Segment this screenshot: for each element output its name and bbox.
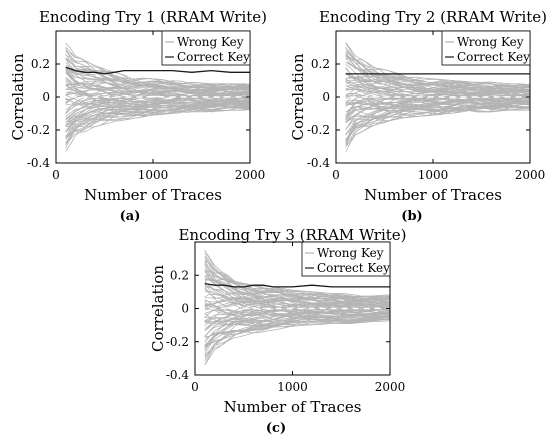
x-tick-label: 1000 [418,168,449,182]
wrong-key-trace [204,311,390,332]
wrong-key-trace [345,68,530,92]
wrong-key-traces [65,43,250,152]
chart-panel-1: Encoding Try 1 (RRAM Write) 0 1000 2000 -0.4… [9,8,267,224]
legend-entry: Wrong Key [177,35,244,49]
wrong-key-trace [65,93,250,104]
legend-entry: Correct Key [457,50,530,64]
wrong-key-trace [345,98,530,117]
wrong-key-trace [65,103,250,127]
y-tick-label: 0 [322,90,330,104]
y-tick-label: -0.4 [307,156,331,170]
y-tick-label: 0.2 [31,57,50,71]
wrong-key-traces [204,250,390,366]
legend-entry: Wrong Key [457,35,524,49]
y-axis-label: Correlation [9,53,27,140]
wrong-key-trace [204,275,390,302]
wrong-key-trace [65,99,250,123]
wrong-key-trace [204,300,390,314]
wrong-key-trace [65,47,250,90]
wrong-key-trace [345,53,530,91]
wrong-key-trace [204,250,390,298]
x-axis-label: Number of Traces [84,186,222,204]
correct-key-line [65,66,250,75]
wrong-key-trace [65,69,250,93]
x-axis-label: Number of Traces [364,186,502,204]
legend-entry: Correct Key [317,261,390,275]
y-axis-label: Correlation [149,265,167,352]
wrong-key-trace [345,102,530,123]
wrong-key-trace [65,104,250,137]
x-tick-label: 2000 [375,380,406,394]
wrong-key-trace [345,42,530,87]
x-tick-label: 2000 [515,168,546,182]
legend-entry: Correct Key [177,50,250,64]
wrong-key-trace [204,308,390,323]
legend-box [441,30,531,66]
y-tick-label: 0 [42,90,50,104]
wrong-key-trace [204,285,390,306]
wrong-key-trace [345,85,530,97]
y-tick-label: -0.2 [166,335,189,349]
chart-title: Encoding Try 3 (RRAM Write) [178,226,406,244]
x-tick-label: 0 [191,380,199,394]
y-tick-label: -0.2 [307,123,330,137]
legend-box [301,241,391,277]
legend-entry: Wrong Key [317,246,384,260]
wrong-key-trace [345,46,530,88]
panel-caption: (b) [401,209,422,224]
wrong-key-trace [345,103,530,141]
wrong-key-trace [65,46,250,86]
wrong-key-traces [345,42,530,153]
wrong-key-trace [204,311,390,327]
x-axis-label: Number of Traces [224,398,362,416]
chart-panel-3: Encoding Try 3 (RRAM Write) 0 1000 2000 -0.4… [149,226,407,436]
y-tick-label: 0.2 [311,57,330,71]
wrong-key-trace [204,279,390,304]
x-tick-label: 1000 [277,380,308,394]
wrong-key-trace [345,53,530,87]
panel-caption: (a) [120,209,141,224]
x-tick-label: 0 [52,168,60,182]
x-tick-label: 1000 [138,168,169,182]
x-tick-label: 2000 [235,168,266,182]
wrong-key-trace [204,279,390,306]
chart-panel-2: Encoding Try 2 (RRAM Write) 0 1000 2000 -0.4… [289,8,547,224]
panel-caption: (c) [266,421,286,436]
chart-title: Encoding Try 2 (RRAM Write) [319,8,547,26]
x-tick-label: 0 [332,168,340,182]
y-tick-label: -0.2 [27,123,50,137]
wrong-key-trace [345,101,530,120]
y-tick-label: -0.4 [166,368,190,382]
correct-key-line [204,282,390,288]
wrong-key-trace [345,92,530,105]
chart-title: Encoding Try 1 (RRAM Write) [39,8,267,26]
wrong-key-trace [204,303,390,317]
y-tick-label: 0 [181,302,189,316]
y-tick-label: 0.2 [170,268,189,282]
y-axis-label: Correlation [289,53,307,140]
y-tick-label: -0.4 [27,156,51,170]
wrong-key-trace [65,97,250,108]
legend-box [161,30,251,66]
